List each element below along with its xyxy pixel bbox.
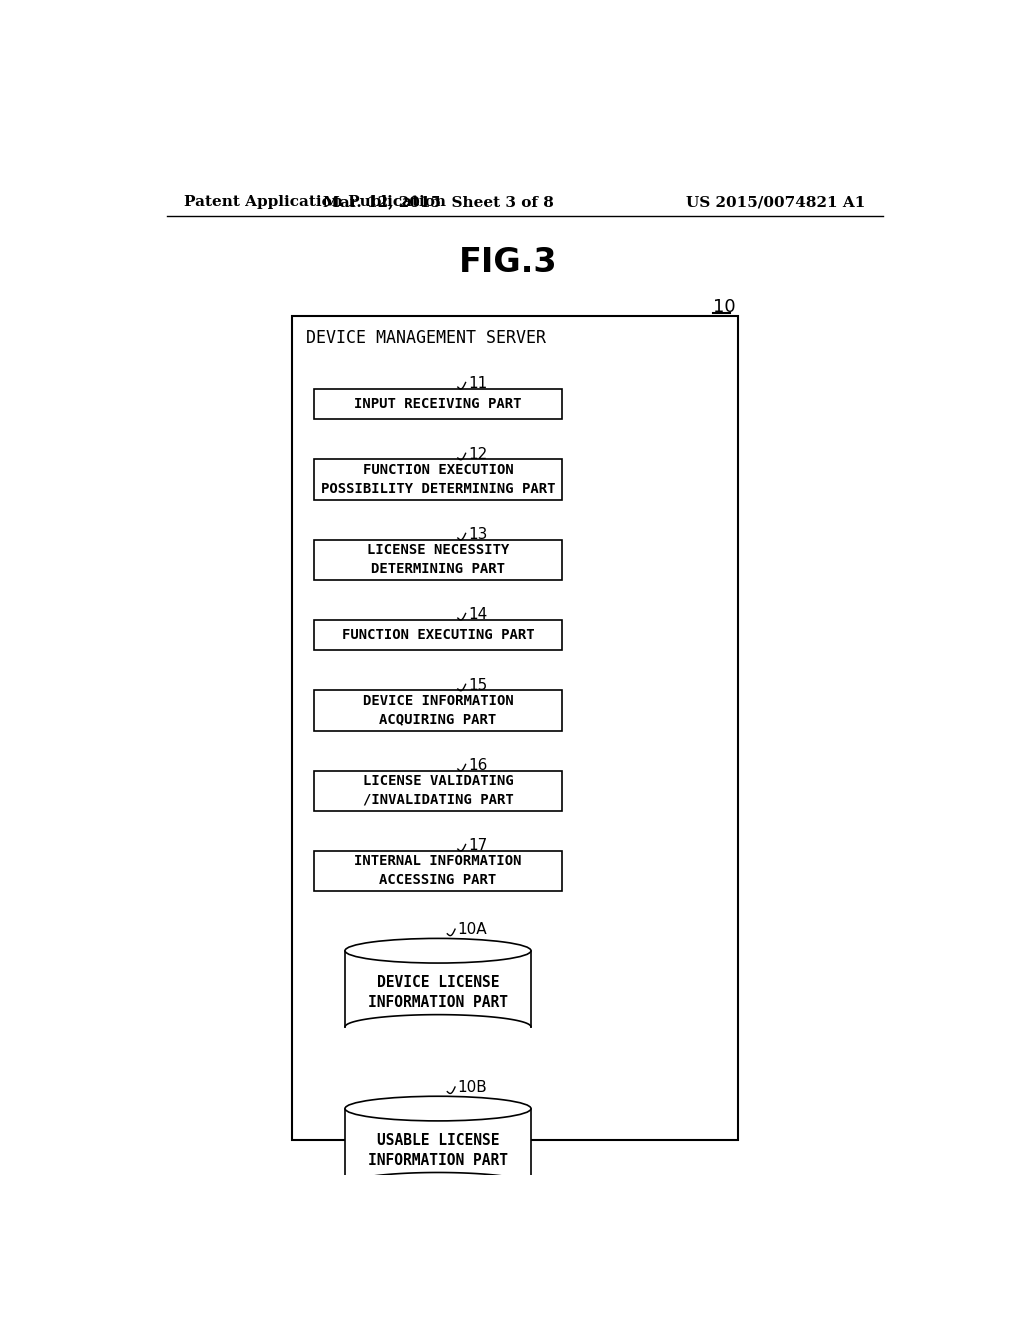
Text: 11: 11: [468, 376, 487, 391]
Bar: [292, 317, 738, 1140]
Text: 16: 16: [468, 758, 487, 772]
Text: INPUT RECEIVING PART: INPUT RECEIVING PART: [354, 397, 522, 411]
Text: US 2015/0074821 A1: US 2015/0074821 A1: [686, 195, 865, 210]
Text: 15: 15: [468, 677, 487, 693]
Bar: [314, 619, 562, 651]
Text: DEVICE MANAGEMENT SERVER: DEVICE MANAGEMENT SERVER: [306, 329, 546, 347]
Bar: [314, 850, 562, 891]
Text: INTERNAL INFORMATION
ACCESSING PART: INTERNAL INFORMATION ACCESSING PART: [354, 854, 522, 887]
Text: Patent Application Publication: Patent Application Publication: [183, 195, 445, 210]
Text: LICENSE NECESSITY
DETERMINING PART: LICENSE NECESSITY DETERMINING PART: [367, 544, 509, 576]
Text: 17: 17: [468, 838, 487, 853]
Text: LICENSE VALIDATING
/INVALIDATING PART: LICENSE VALIDATING /INVALIDATING PART: [362, 775, 513, 807]
Ellipse shape: [345, 939, 531, 964]
Text: FIG.3: FIG.3: [459, 246, 557, 279]
Bar: [314, 771, 562, 810]
Bar: [314, 690, 562, 730]
Bar: [314, 540, 562, 579]
Text: DEVICE INFORMATION
ACQUIRING PART: DEVICE INFORMATION ACQUIRING PART: [362, 694, 513, 727]
Text: DEVICE LICENSE
INFORMATION PART: DEVICE LICENSE INFORMATION PART: [368, 975, 508, 1010]
Text: FUNCTION EXECUTING PART: FUNCTION EXECUTING PART: [342, 628, 535, 642]
Bar: [314, 388, 562, 420]
Text: 10A: 10A: [458, 923, 487, 937]
Text: 10: 10: [713, 298, 736, 315]
Text: 13: 13: [468, 527, 487, 541]
Bar: [345, 1109, 531, 1185]
Text: 10B: 10B: [458, 1080, 487, 1096]
Ellipse shape: [345, 1096, 531, 1121]
Text: 14: 14: [468, 607, 487, 622]
Text: FUNCTION EXECUTION
POSSIBILITY DETERMINING PART: FUNCTION EXECUTION POSSIBILITY DETERMINI…: [321, 463, 555, 496]
Text: 12: 12: [468, 446, 487, 462]
Bar: [314, 459, 562, 499]
Text: USABLE LICENSE
INFORMATION PART: USABLE LICENSE INFORMATION PART: [368, 1133, 508, 1168]
Bar: [345, 950, 531, 1027]
Text: Mar. 12, 2015  Sheet 3 of 8: Mar. 12, 2015 Sheet 3 of 8: [323, 195, 553, 210]
